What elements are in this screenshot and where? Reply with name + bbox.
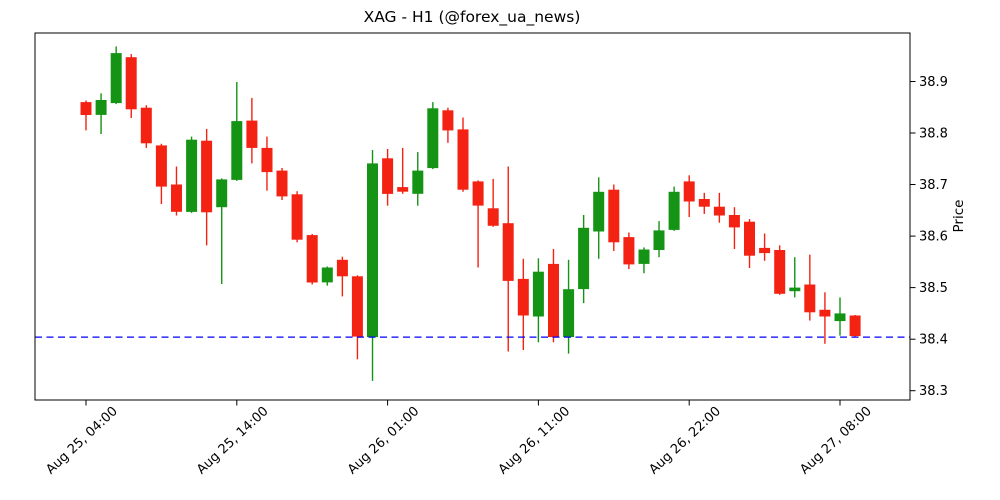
y-tick-label: 38.8 bbox=[919, 127, 948, 142]
candle-body-up bbox=[668, 191, 680, 230]
candle-body-up bbox=[95, 100, 107, 115]
candle-body-down bbox=[80, 102, 92, 115]
y-axis-label: Price bbox=[951, 200, 967, 233]
candle-body-down bbox=[804, 284, 816, 313]
x-tick-label: Aug 26, 11:00 bbox=[496, 404, 573, 478]
candle-body-down bbox=[171, 184, 182, 212]
candle-body-down bbox=[623, 237, 635, 265]
candle-body-down bbox=[246, 120, 258, 148]
candle-body-up bbox=[321, 267, 333, 283]
candle-body-up bbox=[110, 53, 122, 104]
candle-body-down bbox=[306, 235, 318, 283]
candle-body-down bbox=[382, 158, 394, 194]
candle-body-down bbox=[517, 278, 529, 316]
candle-body-down bbox=[276, 170, 288, 197]
y-tick-label: 38.6 bbox=[919, 230, 948, 245]
candle-body-down bbox=[336, 259, 348, 277]
x-tick-label: Aug 26, 22:00 bbox=[647, 404, 724, 478]
candle-body-up bbox=[653, 230, 665, 250]
x-tick-label: Aug 26, 01:00 bbox=[345, 404, 422, 478]
candle-body-down bbox=[744, 221, 755, 256]
candle-body-down bbox=[548, 263, 559, 338]
candle-body-up bbox=[789, 287, 801, 292]
candle-body-down bbox=[608, 189, 620, 243]
candle-body-down bbox=[713, 206, 725, 216]
chart-title: XAG - H1 (@forex_ua_news) bbox=[364, 8, 581, 27]
candle-body-down bbox=[502, 223, 514, 281]
candle-body-up bbox=[427, 108, 439, 169]
candle-body-up bbox=[216, 179, 228, 208]
candle-body-up bbox=[231, 121, 243, 180]
x-tick-label: Aug 25, 14:00 bbox=[194, 404, 271, 478]
x-tick-label: Aug 27, 08:00 bbox=[797, 404, 874, 478]
candle-body-down bbox=[487, 208, 499, 226]
x-tick-label: Aug 25, 04:00 bbox=[43, 404, 120, 478]
candle-body-up bbox=[186, 139, 198, 212]
candle-body-down bbox=[819, 309, 831, 317]
y-tick-label: 38.3 bbox=[919, 384, 948, 399]
candle-body-down bbox=[457, 129, 469, 190]
candle-body-down bbox=[291, 194, 303, 240]
candle-body-down bbox=[125, 57, 137, 110]
candle-body-up bbox=[367, 163, 378, 338]
plot-area: 38.3 38.4 38.5 38.6 38.7 38.8 38.9 Aug 25, 04:0… bbox=[34, 32, 948, 478]
candle-body-up bbox=[834, 313, 846, 322]
candle-body-up bbox=[578, 227, 590, 290]
candle-body-down bbox=[442, 110, 454, 131]
candle-body-down bbox=[683, 181, 695, 202]
candle-body-up bbox=[532, 271, 544, 317]
candle-body-down bbox=[472, 181, 484, 206]
candle-body-down bbox=[201, 140, 213, 213]
candle-body-down bbox=[774, 250, 786, 294]
y-tick-label: 38.9 bbox=[919, 75, 948, 90]
candle-body-down bbox=[351, 276, 363, 337]
candle-body-down bbox=[849, 315, 861, 337]
candle-body-down bbox=[155, 145, 167, 187]
candle-body-down bbox=[759, 247, 771, 254]
candle-body-down bbox=[261, 147, 273, 173]
candle-body-down bbox=[698, 199, 710, 207]
candle-body-down bbox=[140, 107, 152, 144]
candle-body-up bbox=[593, 191, 605, 232]
candle-body-down bbox=[728, 215, 740, 228]
plot-border bbox=[34, 32, 911, 401]
candle-body-up bbox=[638, 249, 650, 264]
candle-body-up bbox=[412, 170, 424, 194]
y-tick-label: 38.7 bbox=[919, 178, 948, 193]
candle-body-down bbox=[397, 187, 409, 192]
y-tick-label: 38.4 bbox=[919, 333, 948, 348]
candle-body-up bbox=[563, 289, 575, 338]
y-tick-label: 38.5 bbox=[919, 281, 948, 296]
